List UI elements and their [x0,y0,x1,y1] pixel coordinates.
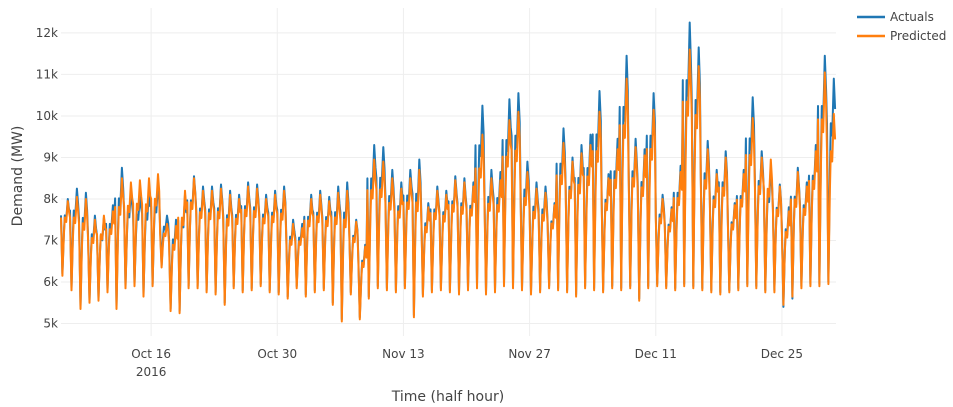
y-tick-label: 9k [43,150,58,164]
legend[interactable]: Actuals Predicted [857,10,946,43]
x-tick-label: Dec 25 [761,347,803,361]
y-tick-label: 12k [36,26,58,40]
y-tick-label: 11k [36,67,58,81]
y-axis-title: Demand (MW) [10,126,26,227]
x-tick-label: Nov 27 [508,347,551,361]
x-axis-ticks: Oct 16 2016 Oct 30 Nov 13 Nov 27 Dec 11 Dec 25 [131,347,803,379]
y-axis-ticks: 5k 6k 7k 8k 9k 10k 11k 12k [36,26,58,331]
legend-item-actuals[interactable]: Actuals [857,10,934,24]
y-tick-label: 7k [43,234,58,248]
x-tick-label: Dec 11 [635,347,677,361]
series-line-predicted[interactable] [60,48,837,323]
y-tick-label: 10k [36,109,58,123]
x-tick-label: Oct 30 [257,347,297,361]
x-tick-label: Nov 13 [382,347,425,361]
x-axis-title: Time (half hour) [391,389,504,405]
legend-label: Actuals [890,10,934,24]
legend-label: Predicted [890,29,946,43]
x-tick-sublabel: 2016 [136,365,167,379]
y-tick-label: 6k [43,275,58,289]
series-lines[interactable] [60,21,837,323]
y-tick-label: 8k [43,192,58,206]
legend-item-predicted[interactable]: Predicted [857,29,946,43]
y-tick-label: 5k [43,317,58,331]
x-tick-label: Oct 16 [131,347,171,361]
